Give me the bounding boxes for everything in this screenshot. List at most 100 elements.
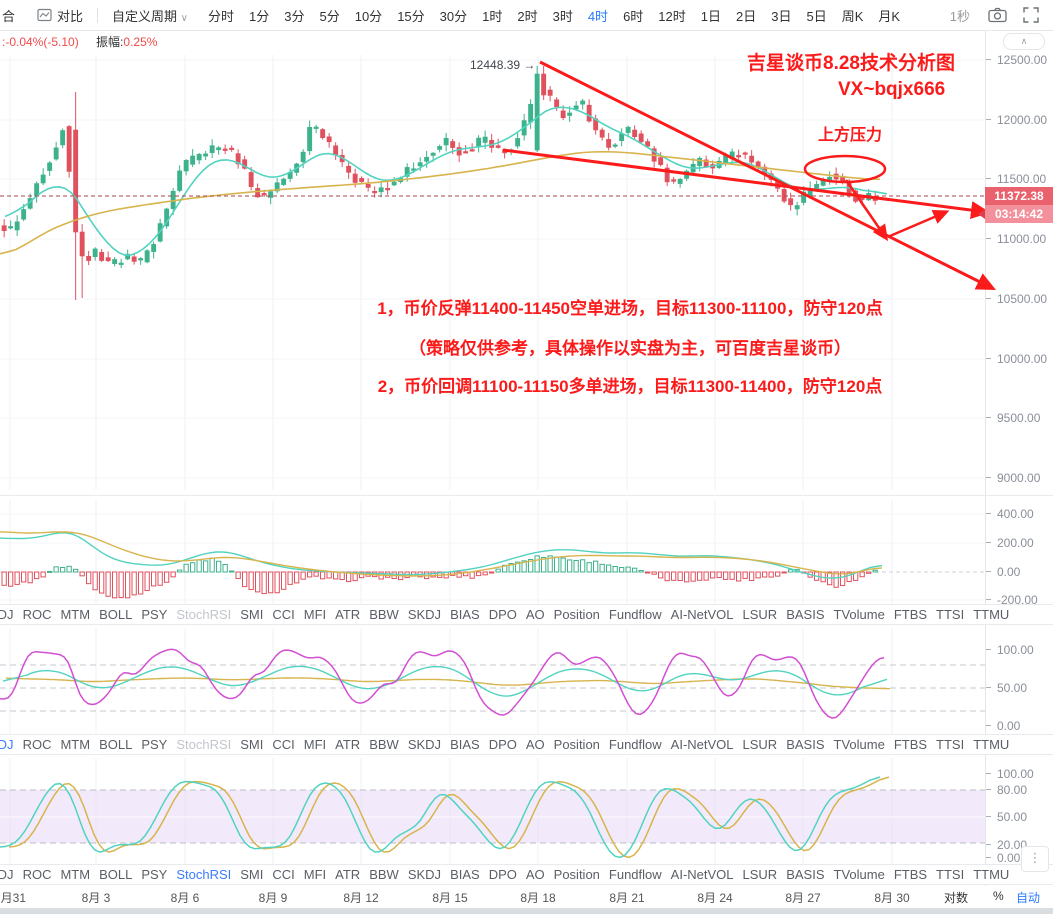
period-3日[interactable]: 3日 — [771, 8, 792, 24]
indicator-tab-BASIS[interactable]: BASIS — [786, 737, 825, 752]
indicator-tab-TTSI[interactable]: TTSI — [936, 607, 965, 622]
auto-scale-toggle[interactable]: 自动 — [1016, 891, 1041, 905]
toolbar-left-partial-label[interactable]: 合 — [2, 8, 16, 24]
log-scale-toggle[interactable]: 对数 — [944, 891, 969, 905]
period-6时[interactable]: 6时 — [623, 8, 644, 24]
indicator-tab-ATR[interactable]: ATR — [335, 737, 361, 752]
period-30分[interactable]: 30分 — [439, 8, 468, 24]
indicator-tab-CCI[interactable]: CCI — [272, 867, 295, 882]
indicator-tab-Position[interactable]: Position — [553, 607, 600, 622]
custom-period-dropdown[interactable]: 自定义周期 ∨ — [112, 6, 188, 25]
indicator-tab-SKDJ[interactable]: SKDJ — [407, 737, 442, 752]
indicator-tab-TTSI[interactable]: TTSI — [936, 737, 965, 752]
indicator-tab-Fundflow[interactable]: Fundflow — [608, 737, 662, 752]
indicator-tab-AO[interactable]: AO — [525, 737, 545, 752]
indicator-tab-AI-NetVOL[interactable]: AI-NetVOL — [670, 867, 734, 882]
indicator-tab-ROC[interactable]: ROC — [22, 867, 52, 882]
indicator-tab-BOLL[interactable]: BOLL — [99, 607, 133, 622]
indicator-tab-ATR[interactable]: ATR — [335, 867, 361, 882]
indicator-tab-TVolume[interactable]: TVolume — [833, 607, 885, 622]
indicator-tab-DPO[interactable]: DPO — [488, 867, 517, 882]
period-12时[interactable]: 12时 — [658, 8, 686, 24]
indicator-tab-Fundflow[interactable]: Fundflow — [608, 607, 662, 622]
screenshot-button[interactable] — [988, 7, 1007, 23]
indicator-tab-BBW[interactable]: BBW — [369, 607, 399, 622]
period-周K[interactable]: 周K — [841, 8, 864, 24]
compare-button[interactable]: 对比 — [37, 6, 83, 25]
indicator-tab-ROC[interactable]: ROC — [22, 737, 52, 752]
indicator-tab-LSUR[interactable]: LSUR — [742, 737, 778, 752]
period-5分[interactable]: 5分 — [319, 8, 340, 24]
indicator-tab-LSUR[interactable]: LSUR — [742, 607, 778, 622]
indicator-tab-KDJ[interactable]: KDJ — [0, 607, 14, 622]
indicator-tab-StochRSI[interactable]: StochRSI — [176, 607, 232, 622]
indicator-tab-FTBS[interactable]: FTBS — [893, 867, 928, 882]
period-2日[interactable]: 2日 — [736, 8, 757, 24]
indicator-tab-MTM[interactable]: MTM — [60, 607, 91, 622]
indicator-tab-DPO[interactable]: DPO — [488, 737, 517, 752]
indicator-tab-BIAS[interactable]: BIAS — [450, 607, 480, 622]
indicator-tab-KDJ[interactable]: KDJ — [0, 867, 14, 882]
indicator-tab-PSY[interactable]: PSY — [141, 867, 168, 882]
indicator-tab-BOLL[interactable]: BOLL — [99, 737, 133, 752]
indicator-tab-Position[interactable]: Position — [553, 737, 600, 752]
period-4时[interactable]: 4时 — [587, 8, 609, 24]
indicator-tab-BASIS[interactable]: BASIS — [786, 607, 825, 622]
indicator-tab-CCI[interactable]: CCI — [272, 607, 295, 622]
indicator-tab-AO[interactable]: AO — [525, 607, 545, 622]
period-2时[interactable]: 2时 — [517, 8, 538, 24]
indicator-tab-SKDJ[interactable]: SKDJ — [407, 867, 442, 882]
indicator-tab-TTMU[interactable]: TTMU — [973, 737, 1010, 752]
indicator-tab-StochRSI[interactable]: StochRSI — [176, 867, 232, 882]
indicator-tab-BBW[interactable]: BBW — [369, 737, 399, 752]
indicator-tab-TTSI[interactable]: TTSI — [936, 867, 965, 882]
indicator-tab-TTMU[interactable]: TTMU — [973, 607, 1010, 622]
period-10分[interactable]: 10分 — [354, 8, 383, 24]
indicator-tab-BOLL[interactable]: BOLL — [99, 867, 133, 882]
period-3分[interactable]: 3分 — [284, 8, 305, 24]
indicator-tab-AI-NetVOL[interactable]: AI-NetVOL — [670, 607, 734, 622]
indicator-tab-MFI[interactable]: MFI — [303, 867, 327, 882]
period-1日[interactable]: 1日 — [700, 8, 721, 24]
indicator-tab-DPO[interactable]: DPO — [488, 607, 517, 622]
period-分时[interactable]: 分时 — [208, 8, 235, 24]
indicator-tab-FTBS[interactable]: FTBS — [893, 607, 928, 622]
indicator-tab-PSY[interactable]: PSY — [141, 737, 168, 752]
indicator-tab-CCI[interactable]: CCI — [272, 737, 295, 752]
indicator-tab-MTM[interactable]: MTM — [60, 867, 91, 882]
indicator-tab-LSUR[interactable]: LSUR — [742, 867, 778, 882]
one-second-label[interactable]: 1秒 — [949, 8, 970, 24]
indicator-tab-StochRSI[interactable]: StochRSI — [176, 737, 232, 752]
indicator-tab-SMI[interactable]: SMI — [240, 867, 264, 882]
pane-drag-handle[interactable]: ⋮ — [1021, 846, 1049, 872]
indicator-tab-AI-NetVOL[interactable]: AI-NetVOL — [670, 737, 734, 752]
indicator-tab-Position[interactable]: Position — [553, 867, 600, 882]
collapse-axis-button[interactable]: ∧ — [1003, 33, 1045, 50]
indicator-tab-ROC[interactable]: ROC — [22, 607, 52, 622]
indicator-tab-PSY[interactable]: PSY — [141, 607, 168, 622]
indicator-tab-BIAS[interactable]: BIAS — [450, 737, 480, 752]
indicator-tab-SMI[interactable]: SMI — [240, 607, 264, 622]
indicator-tab-MFI[interactable]: MFI — [303, 737, 327, 752]
indicator-tab-TTMU[interactable]: TTMU — [973, 867, 1010, 882]
indicator-tab-SMI[interactable]: SMI — [240, 737, 264, 752]
indicator-tab-TVolume[interactable]: TVolume — [833, 867, 885, 882]
period-月K[interactable]: 月K — [878, 8, 901, 24]
indicator-tab-MFI[interactable]: MFI — [303, 607, 327, 622]
period-1时[interactable]: 1时 — [482, 8, 503, 24]
fullscreen-button[interactable] — [1023, 7, 1039, 23]
indicator-tab-ATR[interactable]: ATR — [335, 607, 361, 622]
indicator-tab-BBW[interactable]: BBW — [369, 867, 399, 882]
period-1分[interactable]: 1分 — [249, 8, 270, 24]
indicator-tab-TVolume[interactable]: TVolume — [833, 737, 885, 752]
percent-scale-toggle[interactable]: % — [993, 889, 1004, 903]
indicator-tab-SKDJ[interactable]: SKDJ — [407, 607, 442, 622]
indicator-tab-BASIS[interactable]: BASIS — [786, 867, 825, 882]
period-3时[interactable]: 3时 — [552, 8, 573, 24]
indicator-tab-Fundflow[interactable]: Fundflow — [608, 867, 662, 882]
indicator-tab-AO[interactable]: AO — [525, 867, 545, 882]
indicator-tab-MTM[interactable]: MTM — [60, 737, 91, 752]
period-5日[interactable]: 5日 — [806, 8, 827, 24]
indicator-tab-FTBS[interactable]: FTBS — [893, 737, 928, 752]
